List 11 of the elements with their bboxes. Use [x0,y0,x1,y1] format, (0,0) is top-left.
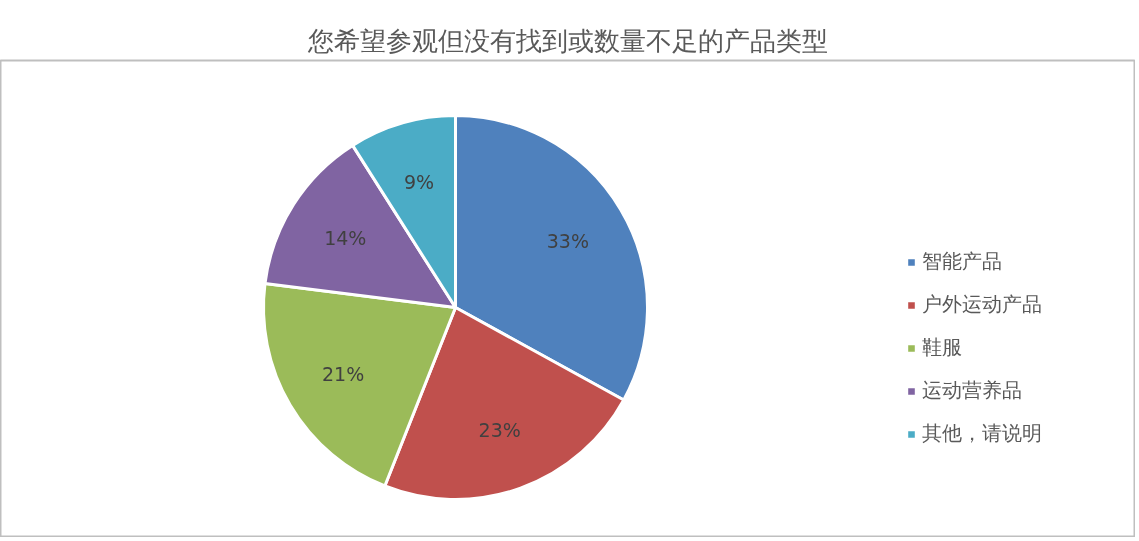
legend-label: 鞋服 [922,334,962,361]
data-label: 23% [478,419,521,442]
legend-label: 智能产品 [922,248,1002,275]
data-label: 9% [404,171,435,194]
data-label: 14% [324,226,367,249]
legend-label: 户外运动产品 [922,291,1042,318]
legend-label: 运动营养品 [922,377,1022,404]
chart-title: 您希望参观但没有找到或数量不足的产品类型 [307,25,828,56]
data-label: 21% [322,362,365,385]
legend-label: 其他，请说明 [922,420,1042,447]
data-label: 33% [546,230,589,253]
